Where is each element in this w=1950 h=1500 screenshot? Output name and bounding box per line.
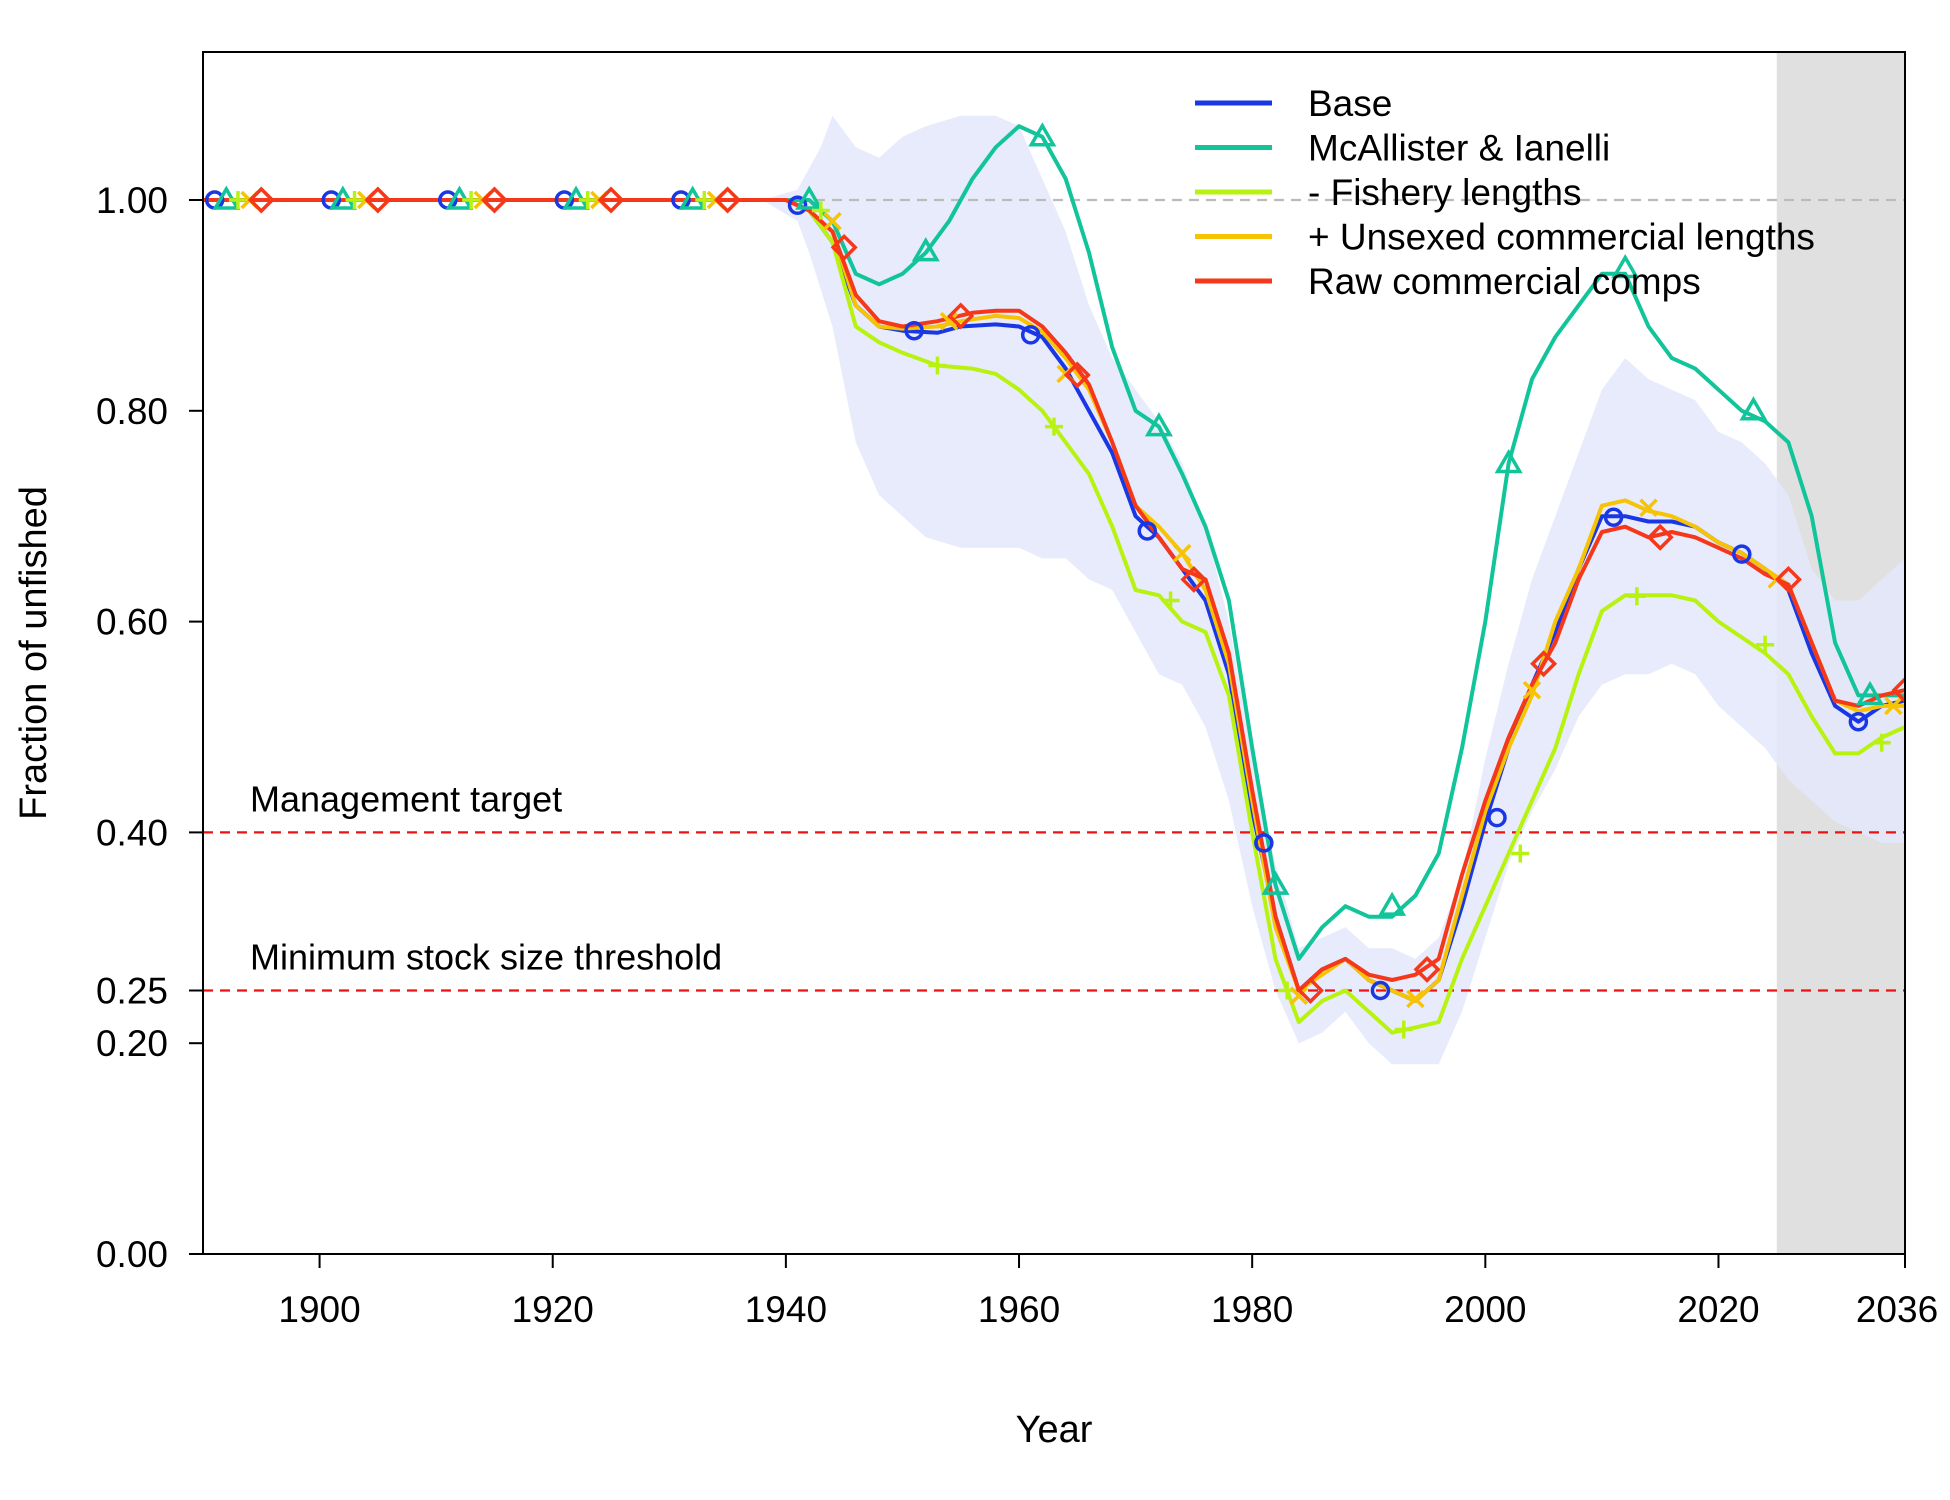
reference-line-label: Minimum stock size threshold [250,937,722,978]
x-axis-label: Year [1016,1409,1093,1451]
series-marker [1627,587,1646,606]
x-tick-label: 2000 [1444,1289,1526,1330]
series-marker [1180,565,1208,593]
series-marker [830,233,858,261]
series-marker [1530,650,1558,678]
series-marker [1296,977,1324,1004]
x-tick-label: 1940 [745,1289,827,1330]
series-marker [904,320,924,341]
plot-frame [202,51,1906,1255]
series-marker [1891,676,1905,704]
x-tick-label: 2020 [1677,1289,1759,1330]
series-marker [1603,507,1624,528]
series-marker [1487,807,1507,828]
series-marker [947,302,975,330]
series-marker [1848,711,1869,732]
series-marker [1063,361,1091,389]
series-marker [1774,565,1802,593]
series-marker [1020,325,1041,345]
series-marker [823,211,842,231]
plot-area [203,52,1905,1254]
series-marker [228,191,247,209]
legend-label: McAllister & Ianelli [1308,128,1610,169]
legend-label: Base [1308,83,1392,124]
y-tick-label: 0.25 [96,971,168,1012]
series-marker [1413,955,1441,983]
series-marker [247,186,275,214]
series-marker [928,356,947,375]
series-marker [1254,833,1274,853]
legend-label: Raw commercial comps [1308,261,1701,302]
series-marker [1406,989,1425,1009]
series-marker [345,191,364,209]
series-marker [1137,521,1158,541]
series-marker [1172,543,1192,563]
series-marker [1394,1020,1413,1039]
series-marker [1611,254,1640,279]
series-marker [1289,986,1309,1006]
series-marker [714,186,742,214]
legend-label: - Fishery lengths [1308,172,1582,213]
series-marker [1370,980,1391,1001]
series-marker [1028,122,1057,147]
series-marker [811,201,830,220]
y-tick-label: 0.00 [96,1234,168,1275]
y-tick-label: 0.60 [96,602,168,643]
series-line [203,198,1905,1035]
y-tick-label: 0.80 [96,391,168,432]
series-marker [364,186,392,214]
series-marker [1494,449,1523,474]
series-marker [795,185,824,210]
y-tick-label: 0.40 [96,812,168,853]
x-tick-label: 1920 [512,1289,594,1330]
series-marker [597,186,625,214]
series-marker [787,195,808,216]
series-marker [1855,680,1885,706]
series-marker [1261,870,1290,895]
y-tick-label: 1.00 [96,180,168,221]
series-line [203,124,1905,961]
series-marker [1732,544,1752,564]
x-tick-label: 1980 [1211,1289,1293,1330]
legend-label: + Unsexed commercial lengths [1308,217,1815,258]
series-marker [1161,591,1180,610]
series-marker [1884,696,1903,716]
series-marker [1522,680,1542,700]
series-marker [462,191,481,209]
x-tick-label: 2036 [1856,1289,1938,1330]
series-marker [578,191,597,209]
series-marker [1045,417,1063,436]
series-line [203,198,1905,993]
series-marker [1739,396,1768,421]
y-axis-label: Fraction of unfished [13,486,55,820]
series-marker [1872,733,1891,752]
series-marker [1378,891,1407,916]
axes: Management target Minimum stock size thre… [13,51,1938,1451]
x-tick-label: 1900 [278,1289,360,1330]
series-marker [1144,412,1173,437]
y-tick-label: 0.20 [96,1023,168,1064]
series-marker [480,186,508,214]
series-marker [1511,844,1530,863]
x-tick-label: 1960 [978,1289,1060,1330]
series-marker [1756,635,1775,654]
series-marker [1639,498,1658,518]
series-marker [939,311,959,331]
series-marker [911,237,940,262]
series-marker [1646,523,1674,551]
series-marker [695,191,714,209]
reference-line-label: Management target [250,778,562,819]
